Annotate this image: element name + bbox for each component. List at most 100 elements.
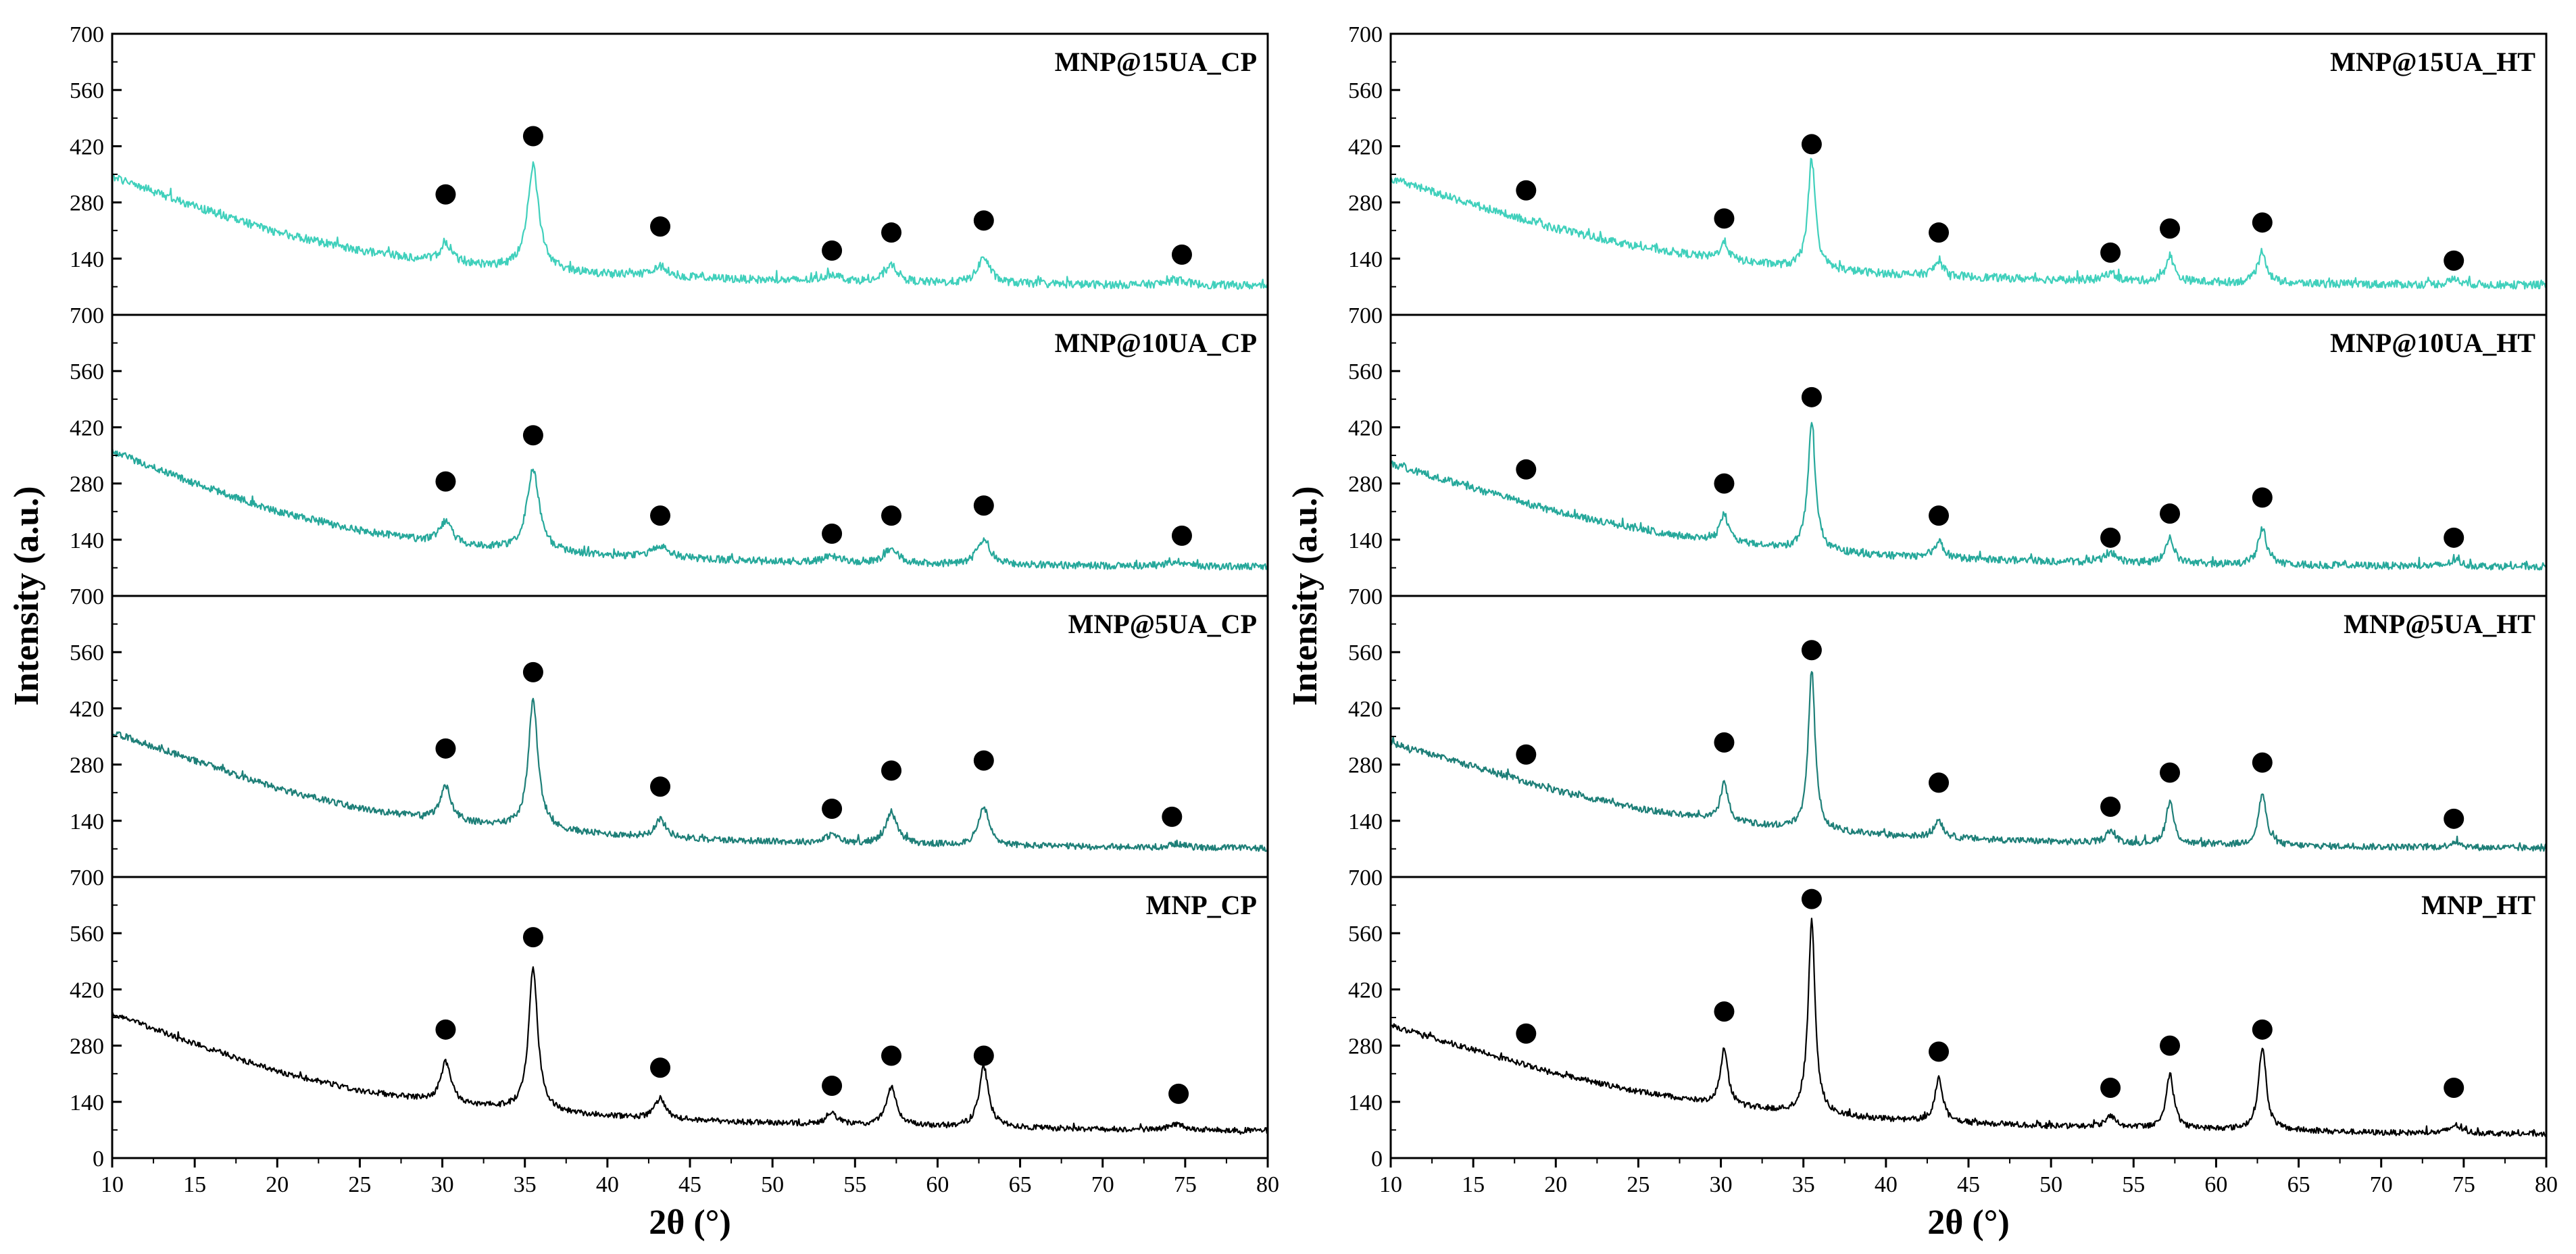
- x-tick-label: 35: [1792, 1172, 1815, 1197]
- x-tick-label: 30: [1710, 1172, 1733, 1197]
- x-tick-label: 35: [514, 1172, 537, 1197]
- y-tick-label: 560: [1348, 922, 1383, 947]
- peak-marker: [1714, 473, 1735, 494]
- y-tick-label: 140: [70, 1090, 104, 1115]
- x-tick-label: 60: [2204, 1172, 2227, 1197]
- panel-label: MNP_HT: [2421, 890, 2535, 920]
- peak-marker: [973, 750, 994, 771]
- panel-MNP_CP: MNP_CP 0 140 280 420 560 700: [70, 866, 1269, 1172]
- panel-label: MNP_CP: [1146, 890, 1257, 920]
- peak-marker: [2252, 212, 2273, 233]
- peak-marker: [1714, 1001, 1735, 1022]
- y-tick-label: 140: [70, 809, 104, 834]
- y-tick-label: 0: [93, 1147, 104, 1172]
- peak-marker: [1516, 180, 1537, 201]
- panel-label: MNP@5UA_HT: [2344, 609, 2535, 639]
- peak-marker: [435, 471, 456, 492]
- x-tick-label: 40: [596, 1172, 619, 1197]
- y-tick-label: 560: [1348, 359, 1383, 384]
- peak-marker: [2160, 503, 2181, 524]
- peak-marker: [2444, 808, 2464, 829]
- peak-marker: [1516, 459, 1537, 480]
- peak-marker: [2100, 527, 2121, 548]
- peak-marker: [1929, 772, 1950, 793]
- y-axis-title: Intensity (a.u.): [1286, 486, 1324, 705]
- y-tick-label: 280: [1348, 472, 1383, 497]
- y-tick-label: 140: [70, 528, 104, 553]
- peak-marker: [2444, 250, 2464, 271]
- series-line-MNP@10UA_CP: [111, 447, 1268, 571]
- peak-marker: [2100, 242, 2121, 263]
- x-tick-label: 50: [761, 1172, 784, 1197]
- x-tick-label: 15: [183, 1172, 206, 1197]
- y-tick-label: 140: [1348, 809, 1383, 834]
- panel-MNP@15UA_HT: MNP@15UA_HT 140 280 420 560 700: [1348, 22, 2548, 316]
- y-tick-label: 280: [1348, 753, 1383, 778]
- peak-marker: [2160, 762, 2181, 783]
- panel-MNP@10UA_CP: MNP@10UA_CP 140 280 420 560 700: [70, 303, 1269, 597]
- peak-marker: [822, 798, 843, 819]
- x-tick-label: 55: [2122, 1172, 2145, 1197]
- x-tick-label: 45: [678, 1172, 701, 1197]
- peak-marker: [522, 425, 543, 446]
- panel-MNP@5UA_HT: MNP@5UA_HT 140 280 420 560 700: [1348, 584, 2548, 878]
- y-tick-label: 700: [70, 584, 104, 609]
- peak-marker: [1714, 732, 1735, 753]
- panel-label: MNP@15UA_CP: [1055, 47, 1257, 77]
- peak-marker: [973, 495, 994, 516]
- peak-marker: [435, 738, 456, 759]
- series-line-MNP@15UA_CP: [112, 161, 1268, 291]
- y-tick-label: 700: [70, 303, 104, 328]
- x-tick-label: 20: [1544, 1172, 1567, 1197]
- panel-label: MNP@5UA_CP: [1068, 609, 1257, 639]
- y-tick-label: 700: [1348, 866, 1383, 891]
- peak-marker: [2252, 487, 2273, 508]
- peak-marker: [973, 1045, 994, 1066]
- x-tick-label: 80: [2535, 1172, 2558, 1197]
- x-tick-label: 60: [926, 1172, 949, 1197]
- series-line-MNP@15UA_HT: [1389, 157, 2548, 290]
- x-tick-label: 25: [348, 1172, 371, 1197]
- y-tick-label: 280: [70, 753, 104, 778]
- peak-marker: [2100, 797, 2121, 817]
- x-tick-label: 45: [1957, 1172, 1980, 1197]
- x-tick-label: 15: [1462, 1172, 1485, 1197]
- y-tick-label: 140: [1348, 247, 1383, 272]
- x-tick-label: 20: [266, 1172, 289, 1197]
- y-tick-label: 700: [70, 866, 104, 891]
- y-tick-label: 700: [1348, 22, 1383, 47]
- panel-MNP_HT: MNP_HT 0 140 280 420 560 700: [1348, 866, 2548, 1172]
- peak-marker: [435, 1019, 456, 1040]
- y-tick-label: 420: [1348, 416, 1383, 441]
- y-tick-label: 280: [1348, 1034, 1383, 1059]
- y-tick-label: 140: [1348, 1090, 1383, 1115]
- x-tick-label: 30: [431, 1172, 454, 1197]
- y-tick-label: 280: [70, 191, 104, 216]
- panel-frame: [111, 876, 1269, 1159]
- y-tick-label: 560: [70, 359, 104, 384]
- x-tick-label: 10: [101, 1172, 124, 1197]
- peak-marker: [1929, 222, 1950, 243]
- x-tick-label: 50: [2039, 1172, 2062, 1197]
- peak-marker: [2100, 1078, 2121, 1098]
- peak-marker: [435, 184, 456, 205]
- y-tick-label: 140: [70, 247, 104, 272]
- x-tick-label: 70: [1091, 1172, 1114, 1197]
- peak-marker: [2252, 752, 2273, 773]
- peak-marker: [822, 1076, 843, 1097]
- panel-frame: [1389, 876, 2548, 1159]
- y-tick-label: 420: [70, 697, 104, 722]
- peak-marker: [522, 661, 543, 682]
- panel-MNP@10UA_HT: MNP@10UA_HT 140 280 420 560 700: [1348, 303, 2548, 597]
- peak-marker: [2252, 1019, 2273, 1040]
- y-tick-label: 700: [1348, 303, 1383, 328]
- y-tick-label: 700: [1348, 584, 1383, 609]
- y-tick-label: 560: [1348, 78, 1383, 103]
- y-tick-label: 280: [70, 472, 104, 497]
- peak-marker: [881, 1045, 902, 1066]
- peak-marker: [1929, 505, 1950, 526]
- peak-marker: [881, 760, 902, 781]
- x-tick-label: 25: [1627, 1172, 1650, 1197]
- y-tick-label: 420: [1348, 978, 1383, 1003]
